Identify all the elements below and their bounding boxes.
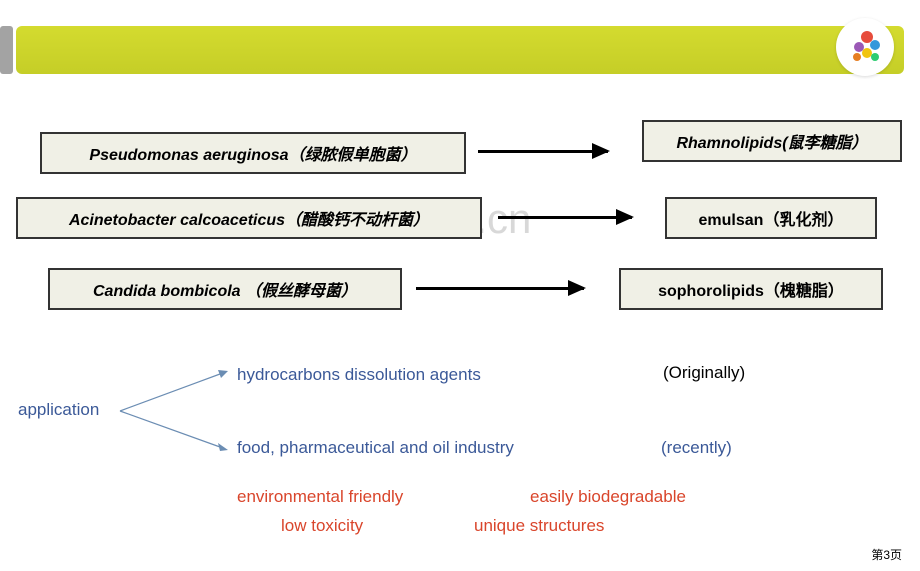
product-1-label: Rhamnolipids(鼠李糖脂） (676, 129, 867, 153)
product-box-3: sophorolipids（槐糖脂） (619, 268, 883, 310)
organism-box-2: Acinetobacter calcoaceticus（醋酸钙不动杆菌） (16, 197, 482, 239)
feature-2: easily biodegradable (530, 487, 686, 507)
organism-2-label: Acinetobacter calcoaceticus（醋酸钙不动杆菌） (69, 206, 429, 230)
branch1-note: (Originally) (663, 363, 745, 383)
feature-3: low toxicity (281, 516, 363, 536)
product-box-2: emulsan（乳化剂） (665, 197, 877, 239)
logo-circle (836, 18, 894, 76)
arrow-2 (498, 216, 632, 219)
product-3-label: sophorolipids（槐糖脂） (658, 277, 844, 301)
arrow-1 (478, 150, 608, 153)
page-number: 第3页 (871, 546, 902, 563)
organism-1-label: Pseudomonas aeruginosa（绿脓假单胞菌） (89, 141, 416, 165)
organism-box-3: Candida bombicola （假丝酵母菌） (48, 268, 402, 310)
organism-3-label: Candida bombicola （假丝酵母菌） (93, 277, 357, 301)
application-label: application (18, 400, 99, 420)
arrow-3 (416, 287, 584, 290)
header-band (16, 26, 904, 74)
balloons-icon (845, 27, 885, 67)
feature-1: environmental friendly (237, 487, 403, 507)
organism-box-1: Pseudomonas aeruginosa（绿脓假单胞菌） (40, 132, 466, 174)
branch1-text: hydrocarbons dissolution agents (237, 365, 481, 385)
feature-4: unique structures (474, 516, 604, 536)
product-box-1: Rhamnolipids(鼠李糖脂） (642, 120, 902, 162)
branch2-note: (recently) (661, 438, 732, 458)
left-tab (0, 26, 13, 74)
product-2-label: emulsan（乳化剂） (699, 206, 844, 230)
branch2-text: food, pharmaceutical and oil industry (237, 438, 514, 458)
